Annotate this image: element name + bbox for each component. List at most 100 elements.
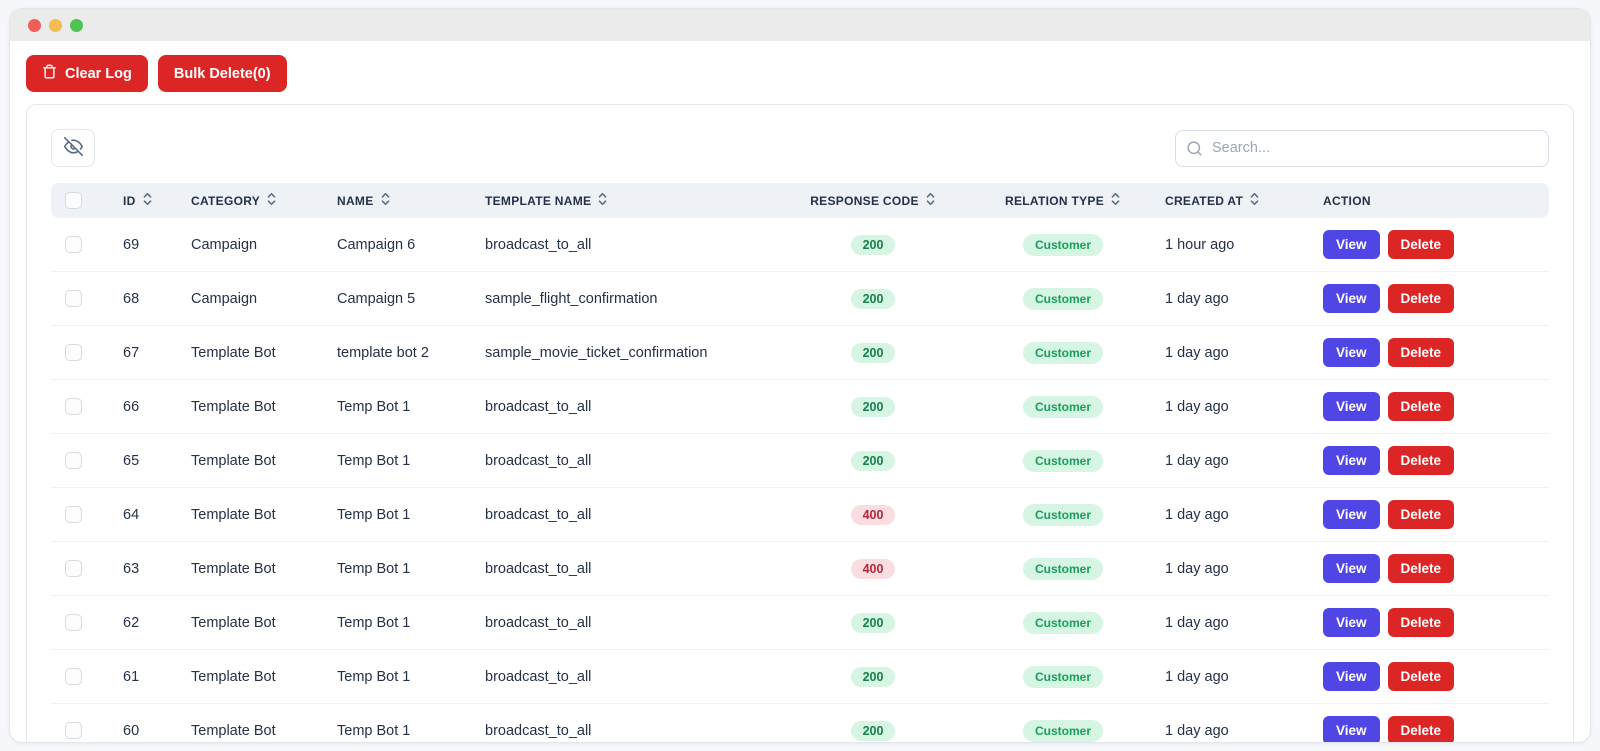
cell-template-name: broadcast_to_all — [473, 379, 773, 434]
view-button[interactable]: View — [1323, 230, 1380, 259]
cell-template-name: broadcast_to_all — [473, 541, 773, 596]
select-all-checkbox[interactable] — [65, 192, 82, 209]
relation-type-badge: Customer — [1022, 719, 1103, 742]
row-checkbox[interactable] — [65, 236, 82, 253]
col-label: ID — [123, 193, 136, 208]
table-row: 67 Template Bot template bot 2 sample_mo… — [51, 325, 1549, 380]
response-code-badge: 200 — [850, 450, 896, 471]
bulk-delete-button[interactable]: Bulk Delete(0) — [157, 55, 287, 92]
cell-template-name: broadcast_to_all — [473, 703, 773, 742]
cell-template-name: broadcast_to_all — [473, 595, 773, 650]
row-checkbox[interactable] — [65, 722, 82, 739]
delete-button[interactable]: Delete — [1387, 392, 1455, 421]
view-button[interactable]: View — [1323, 608, 1380, 637]
cell-name: Campaign 5 — [325, 271, 473, 326]
row-checkbox[interactable] — [65, 290, 82, 307]
cell-category: Campaign — [179, 271, 325, 326]
col-header-template-name[interactable]: TEMPLATE NAME — [473, 183, 773, 218]
cell-name: Temp Bot 1 — [325, 595, 473, 650]
table-row: 62 Template Bot Temp Bot 1 broadcast_to_… — [51, 595, 1549, 650]
close-window-icon[interactable] — [28, 18, 41, 32]
delete-button[interactable]: Delete — [1387, 554, 1455, 583]
view-button[interactable]: View — [1323, 446, 1380, 475]
delete-button[interactable]: Delete — [1387, 230, 1455, 259]
view-button[interactable]: View — [1323, 554, 1380, 583]
zoom-window-icon[interactable] — [70, 18, 83, 32]
cell-created-at: 1 day ago — [1153, 649, 1311, 704]
relation-type-badge: Customer — [1022, 449, 1103, 472]
cell-created-at: 1 day ago — [1153, 703, 1311, 742]
table-row: 61 Template Bot Temp Bot 1 broadcast_to_… — [51, 649, 1549, 704]
sort-icon — [1110, 192, 1121, 209]
cell-name: Temp Bot 1 — [325, 433, 473, 488]
col-header-category[interactable]: CATEGORY — [179, 183, 325, 218]
cell-name: Temp Bot 1 — [325, 703, 473, 742]
delete-button[interactable]: Delete — [1387, 446, 1455, 475]
cell-name: Campaign 6 — [325, 218, 473, 272]
cell-template-name: broadcast_to_all — [473, 649, 773, 704]
row-checkbox[interactable] — [65, 506, 82, 523]
response-code-badge: 200 — [850, 288, 896, 309]
window-titlebar — [10, 9, 1590, 41]
row-checkbox[interactable] — [65, 614, 82, 631]
row-checkbox[interactable] — [65, 398, 82, 415]
row-checkbox[interactable] — [65, 344, 82, 361]
table-row: 65 Template Bot Temp Bot 1 broadcast_to_… — [51, 433, 1549, 488]
row-checkbox[interactable] — [65, 560, 82, 577]
cell-category: Campaign — [179, 218, 325, 272]
delete-button[interactable]: Delete — [1387, 284, 1455, 313]
view-button[interactable]: View — [1323, 716, 1380, 742]
row-actions: View Delete — [1323, 284, 1537, 313]
row-actions: View Delete — [1323, 446, 1537, 475]
row-actions: View Delete — [1323, 608, 1537, 637]
cell-name: Temp Bot 1 — [325, 379, 473, 434]
cell-id: 63 — [111, 541, 179, 596]
row-actions: View Delete — [1323, 230, 1537, 259]
col-header-response-code[interactable]: RESPONSE CODE — [773, 183, 973, 218]
response-code-badge: 200 — [850, 612, 896, 633]
minimize-window-icon[interactable] — [49, 18, 62, 32]
cell-category: Template Bot — [179, 541, 325, 596]
cell-id: 66 — [111, 379, 179, 434]
delete-button[interactable]: Delete — [1387, 338, 1455, 367]
relation-type-badge: Customer — [1022, 557, 1103, 580]
col-header-created-at[interactable]: CREATED AT — [1153, 183, 1311, 218]
relation-type-badge: Customer — [1022, 341, 1103, 364]
sort-icon — [380, 192, 391, 209]
table-row: 63 Template Bot Temp Bot 1 broadcast_to_… — [51, 541, 1549, 596]
search-container — [1175, 129, 1549, 167]
cell-created-at: 1 day ago — [1153, 541, 1311, 596]
view-button[interactable]: View — [1323, 500, 1380, 529]
top-action-bar: Clear Log Bulk Delete(0) — [26, 55, 1574, 92]
sort-icon — [925, 192, 936, 209]
logs-table: ID CATEGORY NAME TEMPLATE NAME RESPONSE … — [51, 183, 1549, 742]
cell-template-name: sample_movie_ticket_confirmation — [473, 325, 773, 380]
clear-log-button[interactable]: Clear Log — [26, 55, 148, 92]
cell-created-at: 1 day ago — [1153, 487, 1311, 542]
relation-type-badge: Customer — [1022, 503, 1103, 526]
view-button[interactable]: View — [1323, 662, 1380, 691]
view-button[interactable]: View — [1323, 392, 1380, 421]
col-header-id[interactable]: ID — [111, 183, 179, 218]
delete-button[interactable]: Delete — [1387, 500, 1455, 529]
delete-button[interactable]: Delete — [1387, 608, 1455, 637]
column-visibility-button[interactable] — [51, 129, 95, 167]
view-button[interactable]: View — [1323, 284, 1380, 313]
col-header-relation-type[interactable]: RELATION TYPE — [973, 183, 1153, 218]
row-checkbox[interactable] — [65, 452, 82, 469]
delete-button[interactable]: Delete — [1387, 662, 1455, 691]
clear-log-label: Clear Log — [65, 65, 132, 82]
delete-button[interactable]: Delete — [1387, 716, 1455, 742]
cell-id: 67 — [111, 325, 179, 380]
select-all-header — [51, 183, 111, 218]
col-header-name[interactable]: NAME — [325, 183, 473, 218]
bulk-delete-label: Bulk Delete(0) — [173, 65, 271, 82]
row-actions: View Delete — [1323, 338, 1537, 367]
search-input[interactable] — [1175, 129, 1549, 167]
cell-created-at: 1 day ago — [1153, 433, 1311, 488]
cell-template-name: sample_flight_confirmation — [473, 271, 773, 326]
cell-id: 62 — [111, 595, 179, 650]
cell-category: Template Bot — [179, 649, 325, 704]
row-checkbox[interactable] — [65, 668, 82, 685]
view-button[interactable]: View — [1323, 338, 1380, 367]
